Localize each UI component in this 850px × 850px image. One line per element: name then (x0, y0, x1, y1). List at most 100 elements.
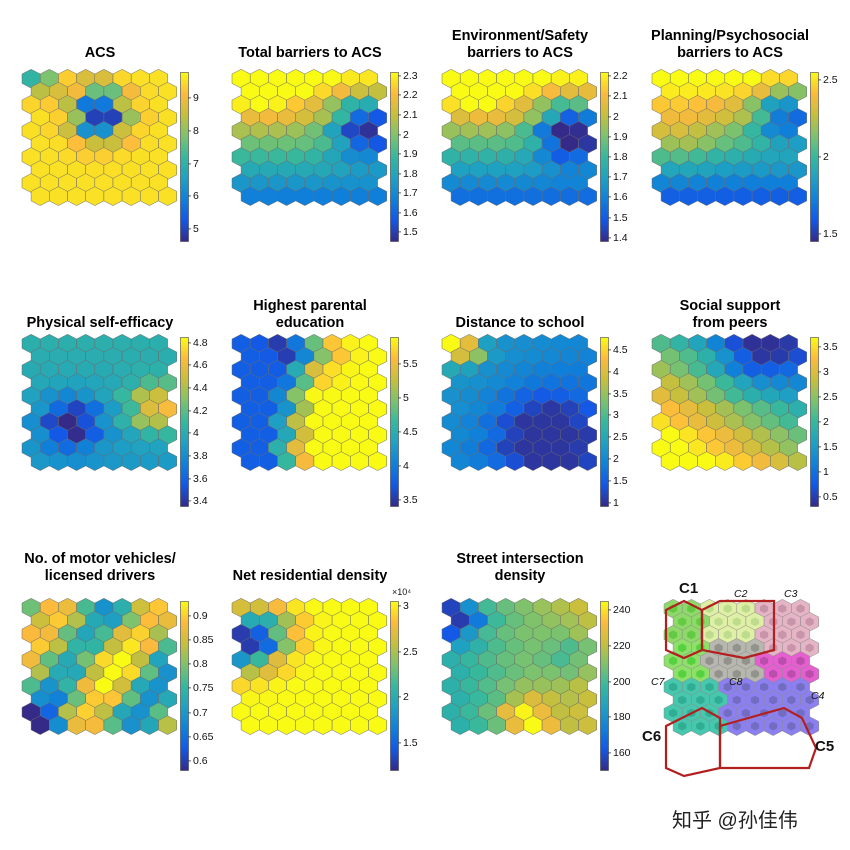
colorbar-tick-mark (818, 421, 821, 423)
colorbar-tick-label: 3.6 (193, 472, 208, 485)
colorbar-tick-label: 1.6 (613, 191, 628, 204)
colorbar-tick-mark (188, 687, 191, 689)
colorbar-tick-label: 3.4 (193, 495, 208, 508)
som-hex-cell (788, 186, 807, 206)
cluster-hex-inner (769, 695, 778, 705)
colorbar-tick-label: 2 (823, 151, 829, 163)
cluster-border (700, 599, 776, 660)
colorbar-tick-label: 2 (823, 416, 829, 428)
cluster-label-c1: C1 (679, 580, 699, 597)
colorbar-tick-label: 0.9 (193, 609, 208, 622)
colorbar-tick-label: 160 (613, 747, 631, 760)
cluster-label-c5: C5 (815, 738, 835, 755)
cluster-hex-inner (769, 669, 778, 679)
som-map-peer-support (651, 334, 807, 471)
colorbar-tick-mark (188, 736, 191, 738)
cluster-hex-inner (741, 708, 750, 718)
colorbar-tick-mark (398, 651, 401, 652)
colorbar-tick-label: 2 (613, 110, 619, 123)
colorbar-tick-mark (188, 478, 191, 479)
colorbar-tick-label: 4.5 (403, 426, 418, 439)
panel-title-line: barriers to ACS (467, 45, 573, 61)
som-hex-cell (578, 186, 597, 206)
panel-title-line: licensed drivers (44, 568, 156, 584)
colorbar-tick-mark (608, 371, 611, 373)
colorbar-tick-mark (398, 75, 401, 77)
som-hex-cell (368, 715, 387, 735)
cluster-hex-inner (687, 656, 696, 666)
panel-title-intersection-density: Street intersection density (410, 551, 630, 585)
cluster-hex-inner (714, 643, 723, 653)
colorbar-tick-mark (608, 458, 611, 460)
panel-title-residential-density: Net residential density (200, 568, 420, 585)
colorbar-tick-mark (608, 681, 611, 682)
colorbar-tick-label: 8 (193, 124, 199, 137)
colorbar-tick-label: 0.85 (193, 633, 214, 646)
cluster-hex-inner (778, 630, 787, 640)
panel-title-distance: Distance to school (410, 315, 630, 332)
colorbar-exponent-label: ×10⁴ (392, 587, 412, 597)
panel-title-line: Physical self-efficacy (26, 315, 174, 331)
colorbar-tick-label: 2.5 (613, 431, 628, 444)
panel-title-line: from peers (692, 315, 768, 331)
colorbar-tick-label: 1.9 (613, 130, 628, 143)
colorbar-tick-label: 200 (613, 675, 631, 688)
colorbar-tick-mark (608, 609, 611, 611)
colorbar-tick-label: 3.5 (613, 387, 628, 400)
colorbar-tick-label: 5.5 (403, 358, 418, 371)
colorbar-tick-mark (188, 130, 191, 132)
cluster-hex-inner (678, 643, 687, 653)
colorbar-tick-mark (818, 471, 821, 473)
colorbar-tick-label: 4 (403, 460, 409, 473)
colorbar-tick-mark (608, 393, 611, 394)
cluster-hex-inner (732, 695, 741, 705)
som-hex-cell (368, 186, 387, 206)
cluster-hex-inner (723, 708, 732, 718)
cluster-hex-inner (669, 656, 678, 666)
colorbar-vehicles (180, 601, 189, 771)
colorbar-tick-label: 3.5 (823, 341, 838, 353)
colorbar-tick-mark (398, 742, 401, 744)
cluster-hex-inner (750, 669, 760, 679)
colorbar-tick-mark (398, 431, 401, 433)
colorbar-tick-mark (188, 500, 191, 502)
watermark: 知乎 @孙佳伟 (672, 810, 798, 832)
colorbar-tick-mark (398, 363, 401, 365)
som-hex-cell (368, 451, 387, 471)
colorbar-tick-mark (818, 496, 821, 498)
cluster-hex-inner (778, 682, 787, 692)
colorbar-tick-label: 2 (403, 691, 409, 704)
colorbar-tick-mark (188, 712, 191, 714)
colorbar-distance (600, 337, 609, 507)
colorbar-tick-mark (398, 173, 401, 174)
colorbar-tick-mark (188, 228, 191, 230)
colorbar-tick-mark (188, 387, 191, 389)
colorbar-tick-label: 2.5 (823, 73, 838, 86)
colorbar-tick-mark (608, 136, 611, 138)
colorbar-tick-label: 3 (823, 366, 829, 378)
colorbar-tick-label: 1.5 (613, 211, 628, 224)
colorbar-tick-mark (608, 414, 611, 416)
colorbar-tick-label: 1.5 (823, 441, 838, 453)
colorbar-tick-mark (398, 192, 401, 194)
colorbar-tick-mark (818, 79, 821, 81)
colorbar-tick-mark (608, 436, 611, 438)
cluster-hex-inner (678, 721, 687, 731)
cluster-hex-inner (760, 682, 769, 692)
cluster-hex-inner (732, 617, 741, 627)
colorbar-tick-mark (608, 176, 611, 178)
cluster-label-c2: C2 (734, 588, 748, 600)
colorbar-tick-mark (188, 163, 191, 164)
cluster-hex-inner (723, 656, 732, 666)
som-hex-cell (158, 186, 177, 206)
cluster-border (718, 706, 818, 770)
som-map-acs (21, 69, 177, 206)
panel-title-env-safety-barriers: Environment/Safety barriers to ACS (410, 28, 630, 62)
colorbar-tick-mark (818, 156, 821, 158)
cluster-label-c7: C7 (651, 676, 665, 688)
colorbar-tick-label: 9 (193, 92, 199, 105)
colorbar-tick-mark (398, 94, 401, 96)
colorbar-tick-label: 1.4 (613, 231, 628, 244)
som-map-self-efficacy (21, 334, 177, 471)
cluster-hex-inner (796, 682, 805, 692)
